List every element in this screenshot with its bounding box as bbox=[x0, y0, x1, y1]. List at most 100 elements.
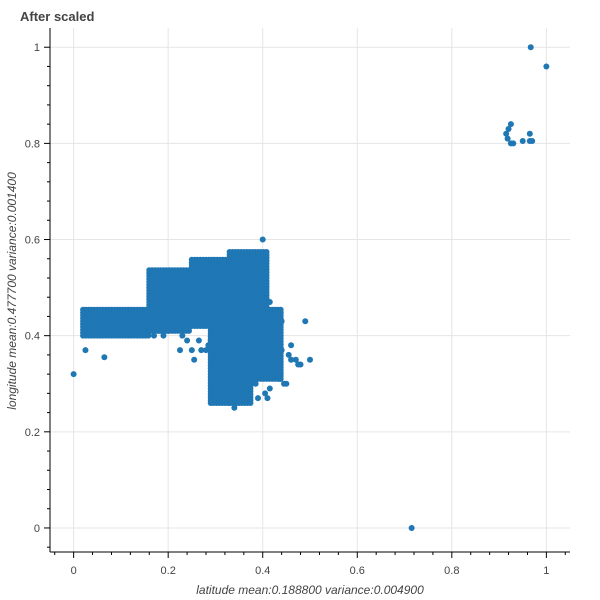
data-point bbox=[250, 260, 257, 267]
data-point bbox=[184, 337, 191, 344]
data-point bbox=[94, 323, 101, 330]
data-point bbox=[221, 366, 228, 373]
data-point bbox=[269, 313, 276, 320]
y-axis-label: longitude mean:0.477700 variance:0.00140… bbox=[5, 172, 19, 410]
x-tick-label: 0.2 bbox=[161, 565, 176, 577]
x-tick-label: 1 bbox=[543, 565, 549, 577]
data-point bbox=[505, 125, 512, 132]
data-point bbox=[408, 524, 415, 531]
data-point bbox=[288, 342, 295, 349]
data-point bbox=[262, 390, 269, 397]
chart-title: After scaled bbox=[20, 9, 94, 24]
data-point bbox=[217, 356, 224, 363]
data-point bbox=[266, 299, 273, 306]
data-point bbox=[224, 375, 231, 382]
data-point bbox=[264, 395, 271, 402]
data-points bbox=[70, 44, 550, 531]
y-tick-label: 0.4 bbox=[25, 331, 40, 343]
data-point bbox=[198, 347, 205, 354]
data-point bbox=[210, 342, 217, 349]
data-point bbox=[526, 130, 533, 137]
data-point bbox=[240, 390, 247, 397]
data-point bbox=[231, 404, 238, 411]
data-point bbox=[259, 347, 266, 354]
data-point bbox=[503, 130, 510, 137]
data-point bbox=[285, 351, 292, 358]
data-point bbox=[238, 380, 245, 387]
data-point bbox=[151, 332, 157, 339]
data-point bbox=[219, 361, 226, 368]
data-point bbox=[70, 371, 77, 378]
data-point bbox=[177, 347, 183, 354]
data-point bbox=[259, 236, 266, 243]
data-point bbox=[527, 44, 534, 51]
y-tick-label: 0.6 bbox=[25, 235, 40, 247]
data-point bbox=[233, 337, 240, 344]
x-axis-ticks: 0 0.2 0.4 0.6 0.8 1 bbox=[54, 552, 566, 577]
data-point bbox=[307, 356, 313, 363]
data-point bbox=[191, 356, 198, 363]
data-point bbox=[229, 332, 235, 339]
data-point bbox=[278, 318, 285, 325]
data-point bbox=[519, 137, 526, 144]
data-point bbox=[217, 342, 224, 349]
x-tick-label: 0.6 bbox=[350, 565, 365, 577]
data-point bbox=[229, 395, 235, 402]
data-point bbox=[82, 347, 89, 354]
data-point bbox=[278, 347, 285, 354]
y-tick-label: 1 bbox=[34, 42, 40, 54]
data-point bbox=[233, 399, 240, 406]
data-point bbox=[214, 371, 221, 378]
data-point bbox=[226, 399, 233, 406]
data-point bbox=[250, 356, 257, 363]
y-axis-ticks: 0 0.2 0.4 0.6 0.8 1 bbox=[25, 42, 50, 548]
data-point bbox=[155, 327, 162, 334]
data-point bbox=[504, 135, 511, 142]
data-point bbox=[247, 351, 254, 358]
data-point bbox=[160, 332, 167, 339]
data-point bbox=[273, 308, 280, 315]
y-tick-label: 0 bbox=[34, 523, 40, 535]
data-point bbox=[292, 356, 299, 363]
data-point bbox=[266, 385, 273, 392]
data-point bbox=[243, 361, 250, 368]
data-point bbox=[281, 380, 287, 387]
data-point bbox=[543, 63, 550, 70]
y-tick-label: 0.2 bbox=[25, 427, 40, 439]
data-point bbox=[212, 351, 219, 358]
data-point bbox=[269, 332, 276, 339]
data-point bbox=[255, 395, 261, 402]
data-point bbox=[188, 347, 195, 354]
x-axis-label: latitude mean:0.188800 variance:0.004900 bbox=[196, 583, 424, 597]
data-point bbox=[288, 356, 295, 363]
x-tick-label: 0 bbox=[71, 565, 77, 577]
data-point bbox=[236, 385, 243, 392]
data-point bbox=[224, 332, 231, 339]
data-point bbox=[179, 332, 186, 339]
data-point bbox=[271, 371, 278, 378]
data-point bbox=[146, 327, 153, 334]
data-point bbox=[84, 327, 91, 334]
data-point bbox=[101, 354, 108, 361]
data-point bbox=[295, 361, 302, 368]
data-point bbox=[195, 337, 202, 344]
data-point bbox=[276, 375, 283, 382]
grid bbox=[50, 28, 570, 552]
data-point bbox=[203, 347, 209, 354]
data-point bbox=[529, 137, 536, 144]
data-point bbox=[302, 318, 309, 325]
data-point bbox=[245, 371, 252, 378]
data-point bbox=[273, 366, 280, 373]
data-point bbox=[207, 337, 214, 344]
data-point bbox=[273, 342, 280, 349]
data-point bbox=[263, 249, 270, 256]
x-tick-label: 0.8 bbox=[444, 565, 459, 577]
data-point bbox=[510, 140, 517, 147]
data-point bbox=[507, 121, 514, 128]
y-tick-label: 0.8 bbox=[25, 138, 40, 150]
data-point bbox=[165, 327, 172, 334]
data-point bbox=[205, 342, 212, 349]
data-point bbox=[264, 351, 271, 358]
data-point bbox=[252, 380, 259, 387]
